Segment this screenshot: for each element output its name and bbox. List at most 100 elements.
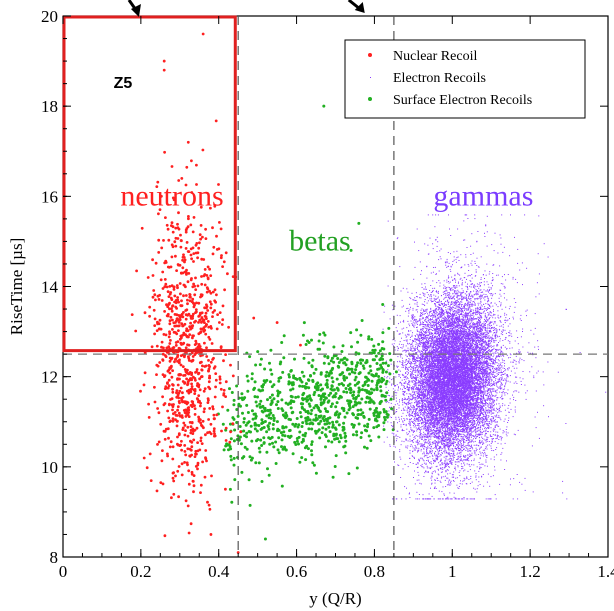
electron-recoil-point xyxy=(438,259,440,261)
electron-recoil-point xyxy=(483,311,485,313)
electron-recoil-point xyxy=(477,316,479,318)
electron-recoil-point xyxy=(472,252,474,254)
electron-recoil-point xyxy=(455,360,457,362)
electron-recoil-point xyxy=(452,261,454,262)
electron-recoil-point xyxy=(503,360,505,362)
electron-recoil-point xyxy=(502,389,504,391)
electron-recoil-point xyxy=(406,335,408,337)
electron-recoil-point xyxy=(430,416,432,418)
electron-recoil-point xyxy=(406,386,408,388)
electron-recoil-point xyxy=(439,285,441,287)
electron-recoil-point xyxy=(458,450,460,452)
electron-recoil-point xyxy=(448,441,450,443)
electron-recoil-point xyxy=(460,435,462,437)
electron-recoil-point xyxy=(452,392,454,393)
electron-recoil-point xyxy=(429,295,431,297)
electron-recoil-point xyxy=(441,325,443,327)
electron-recoil-point xyxy=(427,409,429,411)
electron-recoil-point xyxy=(413,419,415,421)
electron-recoil-point xyxy=(454,416,456,418)
electron-recoil-point xyxy=(493,310,494,312)
electron-recoil-point xyxy=(437,367,439,369)
electron-recoil-point xyxy=(481,440,483,442)
electron-recoil-point xyxy=(461,318,462,320)
electron-recoil-point xyxy=(478,266,480,268)
electron-recoil-point xyxy=(413,299,415,301)
electron-recoil-point xyxy=(503,246,505,248)
electron-recoil-point xyxy=(406,393,408,395)
electron-recoil-point xyxy=(414,241,415,243)
electron-recoil-point xyxy=(452,429,453,431)
electron-recoil-point xyxy=(473,328,475,330)
electron-recoil-point xyxy=(420,379,422,381)
electron-recoil-point xyxy=(443,325,444,327)
electron-recoil-point xyxy=(502,359,504,361)
electron-recoil-point xyxy=(443,430,445,432)
electron-recoil-point xyxy=(423,347,425,348)
electron-recoil-point xyxy=(414,349,416,351)
electron-recoil-point xyxy=(459,394,461,396)
electron-recoil-point xyxy=(418,421,420,422)
electron-recoil-point xyxy=(448,426,450,428)
electron-recoil-point xyxy=(418,419,420,421)
electron-recoil-point xyxy=(421,336,422,338)
electron-recoil-point xyxy=(477,364,479,366)
electron-recoil-point xyxy=(446,301,448,303)
electron-recoil-point xyxy=(492,363,493,365)
electron-recoil-point xyxy=(446,463,448,465)
electron-recoil-point xyxy=(513,367,515,369)
electron-recoil-point xyxy=(426,410,428,412)
electron-recoil-point xyxy=(495,352,497,354)
electron-recoil-point xyxy=(434,453,435,454)
electron-recoil-point xyxy=(430,400,432,402)
electron-recoil-point xyxy=(438,339,440,341)
electron-recoil-point xyxy=(416,327,417,328)
electron-recoil-point xyxy=(468,448,470,450)
electron-recoil-point xyxy=(461,297,463,299)
electron-recoil-point xyxy=(492,376,494,378)
electron-recoil-point xyxy=(469,411,471,413)
electron-recoil-point xyxy=(515,381,517,383)
electron-recoil-point xyxy=(497,425,499,427)
electron-recoil-point xyxy=(431,463,432,465)
electron-recoil-point xyxy=(464,296,466,298)
electron-recoil-point xyxy=(466,350,468,351)
electron-recoil-point xyxy=(410,306,411,308)
electron-recoil-point xyxy=(420,318,422,320)
electron-recoil-point xyxy=(418,426,420,428)
electron-recoil-point xyxy=(432,280,434,282)
electron-recoil-point xyxy=(411,397,413,399)
electron-recoil-point xyxy=(462,407,464,409)
electron-recoil-point xyxy=(427,381,429,383)
electron-recoil-point xyxy=(495,330,497,332)
electron-recoil-point xyxy=(445,368,447,370)
electron-recoil-point xyxy=(413,477,414,478)
electron-recoil-point xyxy=(447,286,449,288)
electron-recoil-point xyxy=(449,330,451,331)
electron-recoil-point xyxy=(412,366,414,368)
electron-recoil-point xyxy=(470,313,472,315)
electron-recoil-point xyxy=(464,214,466,216)
electron-recoil-point xyxy=(427,317,429,319)
electron-recoil-point xyxy=(495,391,497,393)
electron-recoil-point xyxy=(487,409,489,411)
electron-recoil-point xyxy=(497,378,499,380)
electron-recoil-point xyxy=(481,436,483,438)
electron-recoil-point xyxy=(406,388,408,390)
electron-recoil-point xyxy=(423,462,425,464)
electron-recoil-point xyxy=(487,347,489,349)
electron-recoil-point xyxy=(471,481,473,483)
electron-recoil-point xyxy=(429,417,431,419)
electron-recoil-point xyxy=(488,388,490,389)
electron-recoil-point xyxy=(472,448,474,450)
electron-recoil-point xyxy=(409,424,411,426)
electron-recoil-point xyxy=(462,480,464,482)
electron-recoil-point xyxy=(491,440,493,442)
electron-recoil-point xyxy=(436,431,438,432)
electron-recoil-point xyxy=(509,402,511,404)
electron-recoil-point xyxy=(416,420,418,422)
electron-recoil-point xyxy=(394,461,395,463)
electron-recoil-point xyxy=(479,324,481,326)
electron-recoil-point xyxy=(487,426,489,428)
electron-recoil-point xyxy=(476,402,478,404)
